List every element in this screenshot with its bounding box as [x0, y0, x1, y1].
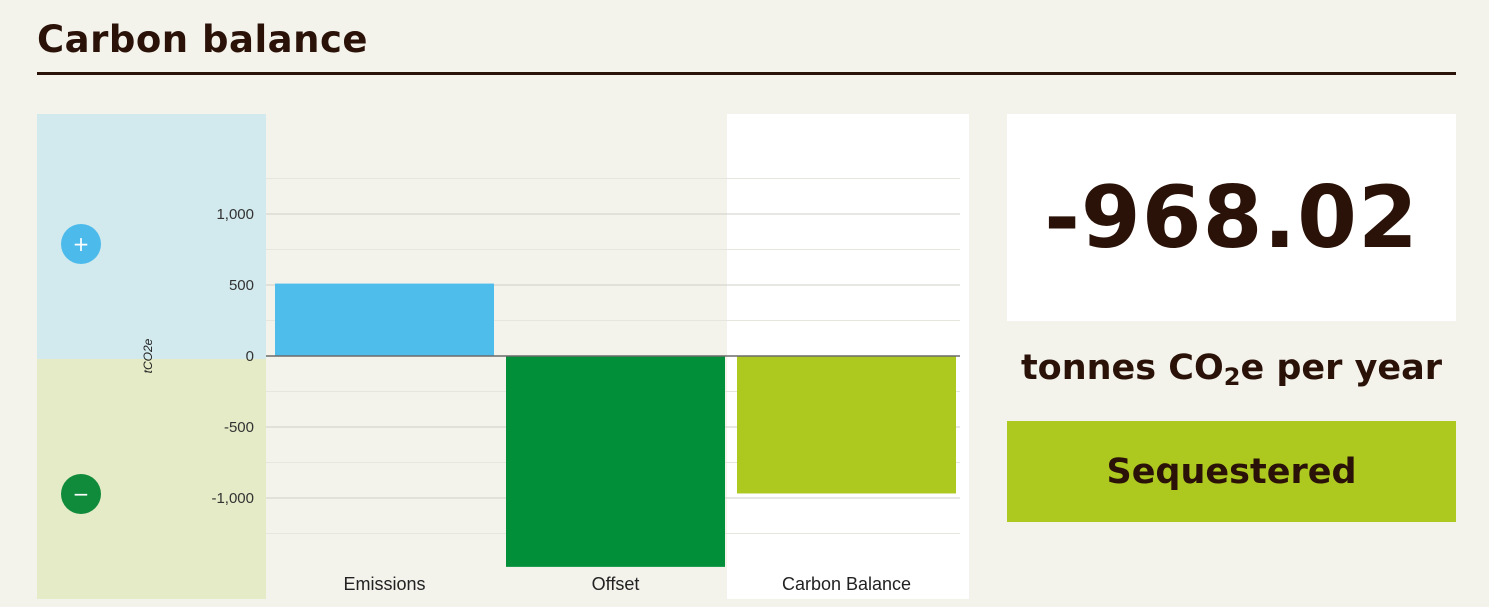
category-label: Offset — [592, 574, 640, 594]
category-labels: Emissions Offset Carbon Balance — [343, 574, 911, 594]
plus-icon: + — [61, 224, 101, 264]
page-title: Carbon balance — [37, 18, 368, 61]
bar-offset[interactable] — [506, 356, 725, 567]
bars — [275, 283, 956, 567]
y-tick-label: -1,000 — [211, 490, 254, 507]
status-label: Sequestered — [1106, 451, 1357, 492]
bar-emissions[interactable] — [275, 283, 494, 356]
y-tick-label: -500 — [224, 419, 254, 436]
category-label: Carbon Balance — [782, 574, 911, 594]
minus-icon: − — [61, 474, 101, 514]
y-tick-label: 500 — [229, 277, 254, 294]
category-label: Emissions — [343, 574, 425, 594]
balance-value-card: -968.02 — [1007, 114, 1456, 321]
unit-subscript: 2 — [1223, 363, 1241, 391]
y-tick-label: 1,000 — [216, 206, 254, 223]
title-divider — [37, 72, 1456, 75]
status-badge: Sequestered — [1007, 421, 1456, 522]
y-tick-labels: 1,000 500 0 -500 -1,000 — [211, 206, 254, 507]
unit-suffix: e per year — [1240, 348, 1443, 388]
balance-unit: tonnes CO2e per year — [1007, 348, 1456, 391]
y-axis-label: tCO2e — [141, 338, 155, 373]
balance-value: -968.02 — [1044, 167, 1419, 268]
bar-carbon-balance[interactable] — [737, 356, 956, 494]
unit-prefix: tonnes CO — [1020, 348, 1224, 388]
y-tick-label: 0 — [246, 348, 254, 365]
